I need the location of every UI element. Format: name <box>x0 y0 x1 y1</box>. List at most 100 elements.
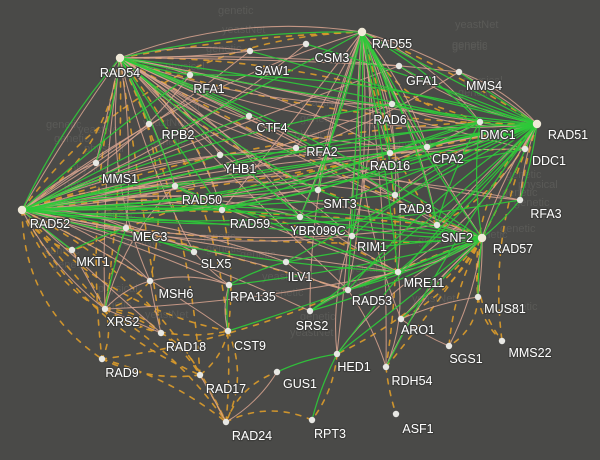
graph-edge <box>21 209 353 237</box>
graph-node-rad59[interactable] <box>218 206 226 214</box>
graph-edge <box>21 209 162 334</box>
graph-node-label-rad6: RAD6 <box>373 113 406 127</box>
graph-node-label-ddc1: DDC1 <box>532 154 566 168</box>
graph-node-rad6[interactable] <box>388 100 396 108</box>
graph-edge <box>347 237 483 291</box>
graph-node-rad16[interactable] <box>386 149 394 157</box>
graph-node-rad52[interactable] <box>17 205 27 215</box>
graph-node-ybr099c[interactable] <box>296 213 304 221</box>
graph-edge <box>104 227 127 310</box>
graph-node-cpa2[interactable] <box>423 143 431 151</box>
graph-edge <box>361 31 538 125</box>
graph-node-label-rad17: RAD17 <box>206 382 246 396</box>
graph-node-rad53[interactable] <box>344 286 352 294</box>
graph-node-rad18[interactable] <box>157 329 165 337</box>
graph-edge <box>400 237 483 320</box>
graph-node-rfa1[interactable] <box>186 71 194 79</box>
watermark-text: genetic <box>452 39 488 51</box>
graph-node-rim1[interactable] <box>348 232 356 240</box>
graph-node-ctf4[interactable] <box>245 112 253 120</box>
graph-node-rpt3[interactable] <box>308 416 316 424</box>
graph-node-xrs2[interactable] <box>101 305 109 313</box>
graph-node-label-yhb1: YHB1 <box>224 162 257 176</box>
watermark-text: genetic <box>452 41 488 53</box>
graph-node-gus1[interactable] <box>273 368 281 376</box>
graph-node-rad9[interactable] <box>98 355 106 363</box>
node-layer[interactable] <box>17 27 542 426</box>
graph-node-asf1[interactable] <box>392 410 400 418</box>
graph-edge <box>21 209 162 334</box>
graph-edge <box>361 31 387 368</box>
graph-edge <box>21 209 227 423</box>
graph-edge <box>225 371 278 423</box>
graph-node-rad17[interactable] <box>196 371 204 379</box>
watermark-text: yeastNet <box>455 19 498 31</box>
graph-edge <box>317 189 483 239</box>
graph-edge <box>21 208 438 226</box>
graph-node-sgs1[interactable] <box>445 342 453 350</box>
graph-node-mms4[interactable] <box>455 68 463 76</box>
graph-node-rfa2[interactable] <box>292 144 300 152</box>
graph-edge <box>309 123 538 312</box>
graph-edge <box>101 308 110 360</box>
graph-edge <box>295 123 538 149</box>
graph-edge <box>119 57 319 191</box>
graph-edge <box>448 237 483 347</box>
graph-edge <box>481 123 538 239</box>
watermark-text: yeastNet <box>222 24 265 36</box>
graph-node-rad51[interactable] <box>532 119 542 129</box>
graph-node-hed1[interactable] <box>333 350 341 358</box>
graph-node-mms22[interactable] <box>498 337 506 345</box>
graph-node-mre11[interactable] <box>394 268 402 276</box>
graph-node-csm3[interactable] <box>302 40 310 48</box>
graph-edge <box>228 237 483 286</box>
graph-node-aro1[interactable] <box>397 315 405 323</box>
graph-edge <box>119 57 162 334</box>
graph-node-mkt1[interactable] <box>68 246 76 254</box>
graph-node-rad3[interactable] <box>391 191 399 199</box>
graph-edge <box>21 57 121 211</box>
graph-edge <box>361 31 428 148</box>
graph-node-rdh54[interactable] <box>382 363 390 371</box>
graph-edge <box>317 121 481 191</box>
graph-node-smt3[interactable] <box>314 186 322 194</box>
graph-node-gfa1[interactable] <box>395 62 403 70</box>
graph-node-slx5[interactable] <box>190 248 198 256</box>
graph-edge <box>361 31 396 196</box>
graph-node-saw1[interactable] <box>246 47 254 55</box>
watermark-text: physical <box>518 179 558 191</box>
graph-edge <box>119 57 150 125</box>
graph-node-rad57[interactable] <box>433 221 441 229</box>
graph-node-dmc1[interactable] <box>476 118 484 126</box>
graph-node-ilv1[interactable] <box>282 258 290 266</box>
graph-node-cst9[interactable] <box>224 327 232 335</box>
graph-node-rad55[interactable] <box>357 27 367 37</box>
graph-edge <box>119 57 538 125</box>
graph-edge <box>189 74 538 125</box>
graph-edge <box>101 358 201 378</box>
graph-node-rpb2[interactable] <box>145 120 153 128</box>
graph-edge <box>458 71 538 125</box>
graph-node-mus81[interactable] <box>474 293 482 301</box>
graph-node-rfa3[interactable] <box>516 196 524 204</box>
graph-node-ddc1[interactable] <box>521 145 529 153</box>
graph-edge <box>221 31 363 211</box>
graph-edge <box>119 57 483 239</box>
graph-node-mms1[interactable] <box>92 159 100 167</box>
graph-node-snf2[interactable] <box>477 233 487 243</box>
graph-node-rpa135[interactable] <box>225 281 233 289</box>
graph-node-mec3[interactable] <box>122 224 130 232</box>
graph-node-msh6[interactable] <box>146 277 154 285</box>
graph-node-label-rad50: RAD50 <box>182 193 222 207</box>
graph-node-label-rad55: RAD55 <box>372 37 412 51</box>
graph-node-rad54[interactable] <box>115 53 125 63</box>
graph-edge <box>311 353 338 421</box>
graph-node-srs2[interactable] <box>306 307 314 315</box>
watermark-text: physical <box>160 101 200 113</box>
graph-node-rad50[interactable] <box>171 182 179 190</box>
watermark-text: genetic <box>46 119 82 131</box>
graph-node-rad24[interactable] <box>222 418 230 426</box>
graph-node-yhb1[interactable] <box>216 151 224 159</box>
